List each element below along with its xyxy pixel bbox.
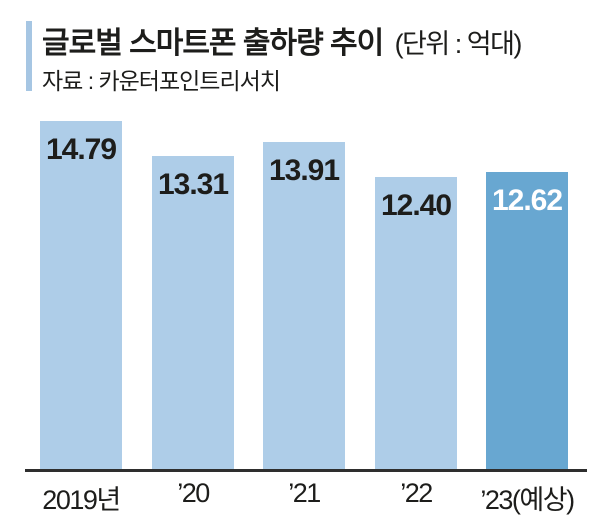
chart-source-label: 자료 : 카운터포인트리서치 — [42, 68, 281, 94]
bar-’21: 13.91 — [263, 142, 345, 470]
bar-2019년: 14.79 — [40, 121, 122, 470]
bar-’20: 13.31 — [152, 156, 234, 470]
bar-value-label: 13.91 — [268, 154, 340, 187]
x-axis-label: ’20 — [177, 478, 210, 508]
bar-value-label: 13.31 — [157, 168, 229, 201]
x-axis-label: 2019년 — [42, 485, 121, 515]
x-axis-line — [25, 469, 587, 472]
page-title: 글로벌 스마트폰 출하량 추이 (단위 : 억대) — [42, 18, 523, 62]
title-accent-bar — [26, 21, 32, 91]
x-axis-label: ’23(예상) — [480, 485, 575, 515]
bar-value-label: 12.62 — [491, 184, 563, 217]
chart-unit-label: (단위 : 억대) — [394, 29, 523, 59]
chart-title-text: 글로벌 스마트폰 출하량 추이 — [42, 27, 384, 60]
x-axis-label: ’22 — [400, 478, 433, 508]
bar-value-label: 12.40 — [380, 189, 452, 222]
bar-’22: 12.40 — [375, 177, 457, 470]
x-axis-label: ’21 — [288, 478, 321, 508]
bar-value-label: 14.79 — [45, 133, 117, 166]
bar-’23(예상): 12.62 — [486, 172, 568, 470]
